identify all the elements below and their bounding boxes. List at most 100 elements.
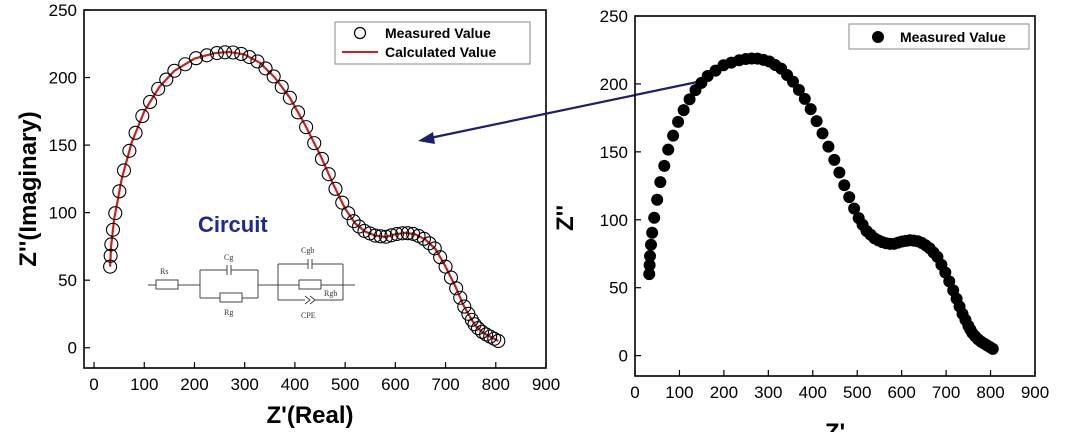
- right-x-tick-label: 100: [665, 383, 693, 402]
- left-data-point: [103, 259, 118, 274]
- left-y-tick-label: 150: [49, 136, 77, 155]
- resistor-rg: [219, 292, 243, 303]
- left-data-point: [143, 94, 158, 110]
- label-rgb: Rgb: [324, 289, 337, 298]
- right-data-point: [816, 127, 829, 140]
- pointer-arrow: [418, 79, 703, 144]
- left-data-point: [209, 45, 224, 61]
- right-x-tick-label: 500: [843, 383, 871, 402]
- left-x-tick-label: 900: [532, 375, 560, 394]
- right-data-point: [672, 115, 685, 128]
- right-data-point: [644, 250, 657, 263]
- left-x-tick-label: 300: [231, 375, 259, 394]
- left-data-point: [379, 229, 394, 244]
- legend-filled-circle-marker: [872, 31, 884, 43]
- left-data-point: [346, 214, 361, 229]
- left-x-tick-label: 100: [130, 375, 158, 394]
- circuit-diagram: [148, 259, 355, 305]
- left-data-point: [395, 226, 410, 241]
- right-data-point: [662, 143, 675, 156]
- left-data-point: [234, 46, 249, 62]
- left-data-point: [427, 241, 442, 256]
- right-data-point: [804, 103, 817, 116]
- right-data-point: [986, 342, 999, 355]
- arrow-head: [418, 132, 435, 144]
- right-legend-measured-label: Measured Value: [900, 29, 1006, 45]
- right-y-tick-label: 250: [600, 7, 628, 26]
- left-data-point: [122, 143, 137, 158]
- left-data-point: [368, 228, 383, 243]
- right-data-point: [643, 268, 656, 281]
- left-x-tick-label: 400: [281, 375, 309, 394]
- left-data-point: [475, 324, 490, 339]
- right-data-point: [822, 140, 835, 153]
- left-data-point: [389, 226, 404, 242]
- calculated-curve-group: [109, 50, 499, 342]
- right-data-point: [833, 166, 846, 179]
- left-data-point: [479, 327, 494, 342]
- left-data-point: [167, 63, 182, 78]
- left-data-point: [351, 219, 367, 234]
- label-cg: Cg: [224, 253, 233, 262]
- left-data-point: [314, 151, 330, 166]
- left-data-point: [217, 45, 233, 60]
- legend-open-circle-marker: [353, 26, 367, 40]
- right-x-axis-title: Z': [825, 419, 845, 432]
- left-data-point: [128, 125, 143, 140]
- right-legend: Measured Value: [848, 23, 1030, 50]
- left-data-point: [457, 299, 472, 314]
- left-data-point: [226, 45, 241, 60]
- left-data-point: [321, 167, 336, 182]
- right-data-point: [646, 226, 659, 239]
- left-y-tick-label: 0: [68, 339, 77, 358]
- left-data-point: [274, 79, 289, 94]
- left-y-tick-label: 250: [49, 1, 77, 20]
- label-cgb: Cgb: [301, 246, 314, 255]
- left-data-point: [449, 281, 464, 296]
- resistor-rgb: [298, 279, 322, 290]
- left-data-point: [487, 331, 502, 346]
- left-y-tick-label: 100: [49, 204, 77, 223]
- left-data-point: [416, 231, 431, 246]
- left-data-point: [266, 69, 281, 84]
- left-x-tick-label: 0: [89, 375, 98, 394]
- right-data-point: [792, 83, 805, 96]
- left-legend: Measured Value Calculated Value: [334, 21, 531, 65]
- right-x-tick-label: 400: [799, 383, 827, 402]
- cpe-symbol: [304, 295, 311, 305]
- right-y-tick-label: 200: [600, 75, 628, 94]
- left-data-point: [199, 48, 214, 63]
- left-data-point: [282, 90, 297, 105]
- resistor-rs: [155, 279, 179, 290]
- left-y-tick-label: 200: [49, 69, 77, 88]
- left-data-point: [105, 222, 121, 237]
- left-data-point: [159, 72, 174, 87]
- right-x-tick-label: 600: [887, 383, 915, 402]
- left-data-point: [328, 181, 343, 196]
- right-data-point: [651, 193, 664, 206]
- left-x-tick-label: 800: [482, 375, 510, 394]
- left-data-point: [112, 184, 127, 199]
- calculated-value-line: [109, 50, 499, 342]
- right-x-tick-label: 700: [932, 383, 960, 402]
- left-panel: 0 100 200 300 400 500 600 700 800 900 0 50 100 150 200…: [15, 1, 560, 429]
- left-data-point: [400, 226, 415, 241]
- right-x-tick-label: 300: [754, 383, 782, 402]
- left-data-point: [103, 248, 118, 263]
- left-data-point: [250, 54, 265, 69]
- label-rs: Rs: [160, 267, 168, 276]
- left-data-point: [151, 81, 166, 96]
- left-y-tick-label: 50: [58, 271, 77, 290]
- right-data-point: [848, 202, 861, 215]
- right-plot-frame: [634, 15, 1036, 377]
- left-measured-points: [103, 45, 506, 349]
- left-data-point: [178, 57, 193, 72]
- right-data-point: [667, 129, 680, 142]
- left-x-tick-label: 700: [431, 375, 459, 394]
- circuit-annotation: Circuit: [148, 212, 355, 320]
- right-data-point: [810, 115, 823, 128]
- right-panel: 0 100 200 300 400 500 600 700 800 900 0 50 100 150 200…: [552, 7, 1049, 432]
- left-data-point: [384, 228, 399, 243]
- left-data-point: [258, 61, 273, 76]
- left-data-point: [307, 136, 322, 151]
